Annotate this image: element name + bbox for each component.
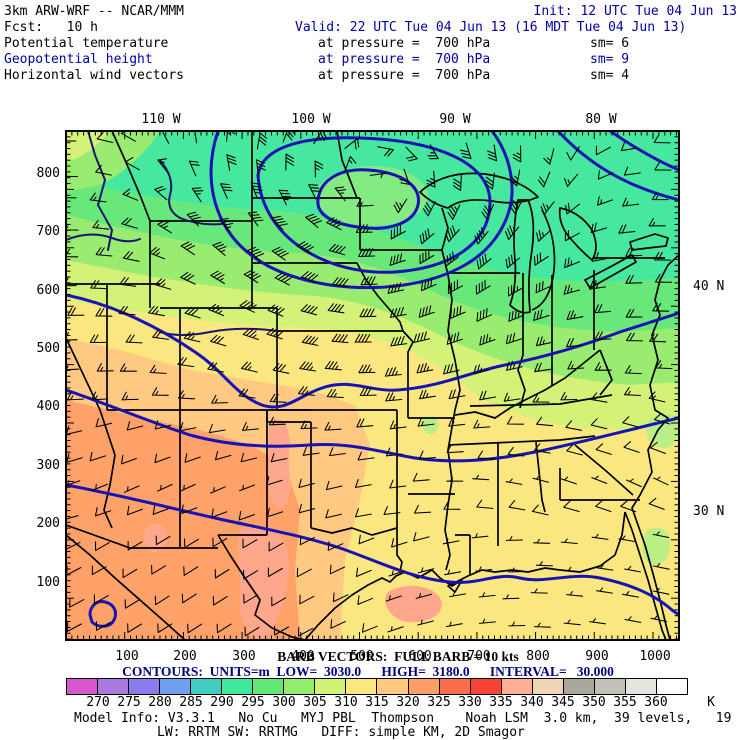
field-2-name: Geopotential height — [4, 52, 153, 67]
colorbar-cell — [191, 679, 223, 694]
lat-label: 30 N — [693, 504, 724, 519]
valid-time: Valid: 22 UTC Tue 04 Jun 13 (16 MDT Tue … — [295, 20, 687, 35]
axis-labels: 110 W 100 W 90 W 80 W 40 N 30 N 800 700 600 500 40… — [37, 112, 725, 664]
field-1-smooth: sm= 6 — [590, 36, 630, 51]
x-axis-label: 800 — [526, 649, 549, 664]
colorbar-cell — [253, 679, 285, 694]
lat-label: 40 N — [693, 279, 724, 294]
colorbar-tick-label: 290 — [210, 695, 234, 710]
model-title: 3km ARW-WRF -- NCAR/MMM — [4, 4, 185, 19]
x-axis-label: 500 — [350, 649, 373, 664]
colorbar-tick-label: 275 — [117, 695, 141, 710]
model-info-line2: LW: RRTM SW: RRTMG DIFF: simple KM, 2D S… — [157, 725, 525, 740]
colorbar-tick-label: 335 — [489, 695, 513, 710]
axis-ticks — [65, 130, 679, 640]
colorbar-cell — [408, 679, 440, 694]
colorbar-cell — [625, 679, 657, 694]
colorbar-cell — [532, 679, 564, 694]
colorbar-cell — [439, 679, 471, 694]
colorbar-labels: 270 275 280 285 290 295 300 305 310 315 320 325 330 3… — [0, 695, 740, 710]
x-axis-label: 600 — [408, 649, 431, 664]
y-axis-label: 400 — [37, 399, 60, 414]
y-axis-label: 200 — [37, 516, 60, 531]
colorbar-cell — [284, 679, 316, 694]
lon-label: 110 W — [141, 112, 180, 127]
colorbar-cell — [470, 679, 502, 694]
x-axis-label: 300 — [232, 649, 255, 664]
x-axis-label: 1000 — [639, 649, 670, 664]
colorbar-cell — [67, 679, 99, 694]
colorbar-tick-label: 345 — [551, 695, 575, 710]
colorbar-cell — [315, 679, 347, 694]
y-axis-label: 700 — [37, 224, 60, 239]
colorbar-cell — [160, 679, 192, 694]
y-axis-label: 300 — [37, 458, 60, 473]
colorbar-cell — [656, 679, 687, 694]
colorbar-tick-label: 300 — [272, 695, 296, 710]
colorbar-cell — [222, 679, 254, 694]
contour-legend: CONTOURS: UNITS=m LOW= 3030.0 HIGH= 3180… — [122, 664, 614, 679]
colorbar-cell — [377, 679, 409, 694]
lon-label: 90 W — [439, 112, 470, 127]
field-3-name: Horizontal wind vectors — [4, 68, 185, 83]
model-info-line1: Model Info: V3.3.1 No Cu MYJ PBL Thompso… — [74, 711, 740, 726]
y-axis-label: 600 — [37, 283, 60, 298]
x-axis-label: 100 — [115, 649, 138, 664]
init-time: Init: 12 UTC Tue 04 Jun 13 — [533, 4, 738, 19]
colorbar-unit-label: K — [707, 695, 715, 710]
colorbar-cell — [594, 679, 626, 694]
x-axis-label: 200 — [173, 649, 196, 664]
x-axis-label: 700 — [467, 649, 490, 664]
colorbar-tick-label: 340 — [520, 695, 544, 710]
rivers — [66, 131, 278, 336]
field-2-level: at pressure = 700 hPa — [318, 52, 491, 67]
colorbar-tick-label: 310 — [334, 695, 358, 710]
colorbar-tick-label: 315 — [365, 695, 389, 710]
lon-label: 100 W — [291, 112, 330, 127]
barb-legend: BARB VECTORS: FULL BARB = 10 kts — [277, 649, 519, 664]
colorbar-tick-label: 295 — [241, 695, 265, 710]
forecast-hour: Fcst: 10 h — [4, 20, 98, 35]
colorbar-tick-label: 325 — [427, 695, 451, 710]
colorbar-tick-label: 355 — [613, 695, 637, 710]
lon-label: 80 W — [585, 112, 616, 127]
colorbar-tick-label: 360 — [644, 695, 668, 710]
field-1-level: at pressure = 700 hPa — [318, 36, 491, 51]
y-axis-label: 100 — [37, 575, 60, 590]
field-3-smooth: sm= 4 — [590, 68, 630, 83]
colorbar-tick-label: 320 — [396, 695, 420, 710]
field-2-smooth: sm= 9 — [590, 52, 630, 67]
theta-shading — [66, 131, 679, 640]
colorbar-cell — [501, 679, 533, 694]
colorbar-tick-label: 305 — [303, 695, 327, 710]
map-frame — [65, 130, 680, 641]
colorbar — [66, 678, 688, 695]
y-axis-label: 500 — [37, 341, 60, 356]
colorbar-tick-label: 280 — [148, 695, 172, 710]
colorbar-cell — [346, 679, 378, 694]
x-axis-label: 400 — [291, 649, 314, 664]
x-axis-label: 900 — [585, 649, 608, 664]
height-contours — [66, 131, 679, 628]
field-3-level: at pressure = 700 hPa — [318, 68, 491, 83]
colorbar-cell — [98, 679, 130, 694]
colorbar-tick-label: 330 — [458, 695, 482, 710]
colorbar-cell — [563, 679, 595, 694]
map-canvas: 110 W 100 W 90 W 80 W 40 N 30 N 800 700 600 500 40… — [37, 112, 725, 664]
y-axis-label: 800 — [37, 166, 60, 181]
colorbar-cell — [129, 679, 161, 694]
wind-barbs — [66, 131, 673, 637]
field-1-name: Potential temperature — [4, 36, 169, 51]
colorbar-tick-label: 270 — [86, 695, 110, 710]
colorbar-tick-label: 285 — [179, 695, 203, 710]
colorbar-tick-label: 350 — [582, 695, 606, 710]
